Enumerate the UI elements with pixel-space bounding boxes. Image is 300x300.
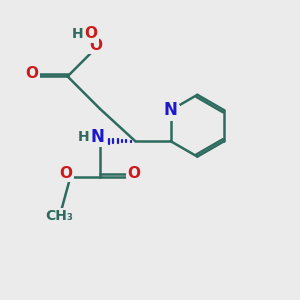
Text: O: O (127, 166, 140, 181)
Text: O: O (85, 26, 98, 41)
Text: CH₃: CH₃ (45, 209, 73, 223)
Text: O: O (26, 66, 39, 81)
Text: N: N (164, 101, 178, 119)
Text: N: N (91, 128, 104, 146)
Text: H: H (72, 27, 84, 41)
Text: O: O (60, 166, 73, 181)
Text: O: O (89, 38, 102, 53)
Text: H: H (78, 130, 90, 144)
